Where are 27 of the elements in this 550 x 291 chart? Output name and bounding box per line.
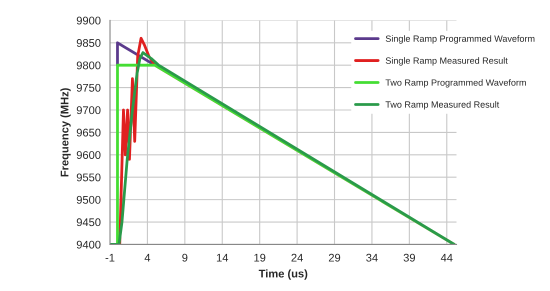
y-tick-label: 9850 [76,39,101,47]
x-tick-label: 4 [144,254,150,262]
x-tick-label: 34 [366,254,378,262]
x-tick-label: 44 [440,254,453,262]
y-tick-label: 9800 [76,61,101,70]
y-axis-title: Frequency (MHz) [60,88,71,176]
x-tick-label: 24 [291,254,303,262]
x-tick-label: 9 [182,254,188,262]
x-tick-label: -1 [106,254,114,262]
x-tick-label: 29 [328,254,340,262]
y-tick-label: 9550 [76,173,101,182]
x-tick-label: 39 [404,254,416,262]
y-tick-label: 9700 [76,106,101,114]
x-tick-label: 19 [254,254,266,262]
legend-label: Single Ramp Programmed Waveform [386,35,534,44]
legend-label: Two Ramp Programmed Waveform [386,79,526,88]
y-tick-label: 9650 [76,128,101,137]
legend-label: Two Ramp Measured Result [386,101,500,110]
y-tick-label: 9600 [76,151,101,159]
y-tick-label: 9400 [76,240,101,249]
x-tick-label: 14 [216,254,228,262]
y-tick-label: 9900 [76,16,101,25]
x-axis-title: Time (us) [258,269,308,280]
legend-label: Single Ramp Measured Result [386,57,508,66]
y-tick-label: 9750 [76,84,101,92]
y-tick-label: 9450 [76,218,101,226]
y-tick-label: 9500 [76,196,101,204]
